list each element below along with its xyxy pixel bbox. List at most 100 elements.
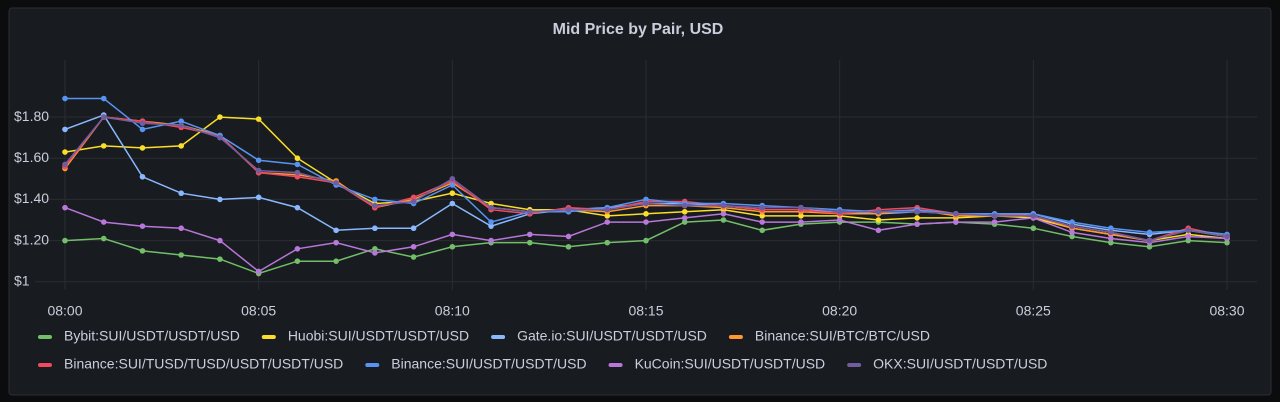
legend-label: Binance:SUI/BTC/BTC/USD bbox=[755, 328, 930, 344]
data-point bbox=[100, 143, 107, 149]
data-point bbox=[1108, 225, 1114, 232]
x-tick-label: 08:30 bbox=[1209, 303, 1244, 319]
legend-label: Huobi:SUI/USDT/USDT/USD bbox=[288, 328, 469, 344]
data-point bbox=[372, 196, 378, 203]
y-tick-label: $1.80 bbox=[14, 108, 49, 124]
data-point bbox=[410, 194, 417, 201]
data-point bbox=[604, 239, 611, 246]
data-point bbox=[527, 239, 533, 246]
data-point bbox=[255, 268, 262, 275]
data-point bbox=[681, 202, 688, 209]
data-point bbox=[1185, 227, 1192, 234]
data-point bbox=[100, 235, 107, 242]
data-point bbox=[62, 161, 68, 168]
x-tick-label: 08:00 bbox=[47, 303, 82, 319]
data-point bbox=[759, 213, 765, 219]
x-tick-label: 08:25 bbox=[1016, 303, 1051, 319]
data-point bbox=[449, 243, 456, 250]
data-point bbox=[100, 219, 107, 225]
plot bbox=[62, 95, 1230, 277]
data-point bbox=[294, 169, 301, 176]
data-point bbox=[410, 243, 417, 250]
data-point bbox=[720, 211, 727, 217]
data-point bbox=[643, 211, 649, 217]
data-point bbox=[372, 250, 378, 256]
data-point bbox=[178, 143, 184, 149]
data-point bbox=[565, 233, 572, 240]
data-point bbox=[488, 204, 494, 211]
data-point bbox=[798, 213, 804, 219]
legend-label: Binance:SUI/TUSD/TUSD/USDT/USDT/USD bbox=[64, 356, 343, 372]
data-point bbox=[178, 122, 184, 129]
data-point bbox=[488, 219, 494, 225]
legend-swatch bbox=[261, 335, 276, 339]
data-point bbox=[836, 208, 843, 215]
x-tick-label: 08:05 bbox=[241, 303, 276, 319]
legend-label: KuCoin:SUI/USDT/USDT/USD bbox=[635, 356, 826, 372]
y-tick-label: $1.20 bbox=[14, 231, 49, 247]
data-point bbox=[759, 227, 765, 234]
data-point bbox=[62, 237, 68, 244]
data-point bbox=[62, 204, 68, 211]
data-point bbox=[991, 219, 998, 225]
data-point bbox=[488, 223, 494, 229]
legend-label: Binance:SUI/USDT/USDT/USD bbox=[391, 356, 586, 372]
data-point bbox=[372, 202, 378, 209]
data-point bbox=[681, 219, 688, 225]
data-point bbox=[1069, 223, 1075, 229]
data-point bbox=[875, 227, 882, 234]
data-point bbox=[294, 204, 301, 211]
data-point bbox=[449, 231, 456, 238]
data-point bbox=[139, 120, 146, 127]
data-point bbox=[410, 198, 417, 205]
data-point bbox=[604, 213, 611, 219]
y-tick-label: $1.40 bbox=[14, 190, 49, 206]
y-tick-label: $1 bbox=[14, 272, 30, 288]
data-point bbox=[178, 252, 184, 258]
x-tick-label: 08:15 bbox=[628, 303, 663, 319]
legend-swatch bbox=[608, 363, 623, 367]
data-point bbox=[410, 254, 417, 260]
data-point bbox=[1030, 213, 1037, 219]
data-point bbox=[565, 243, 572, 250]
data-point bbox=[294, 258, 301, 264]
x-tick-label: 08:10 bbox=[435, 303, 470, 319]
data-point bbox=[991, 213, 998, 219]
data-point bbox=[527, 208, 533, 215]
data-point bbox=[449, 176, 456, 182]
data-point bbox=[178, 225, 184, 232]
data-point bbox=[333, 258, 339, 264]
legend-label: OKX:SUI/USDT/USDT/USD bbox=[873, 356, 1047, 372]
data-point bbox=[565, 206, 572, 213]
data-point bbox=[643, 237, 649, 244]
legend-label: Gate.io:SUI/USDT/USDT/USD bbox=[517, 328, 707, 344]
data-point bbox=[62, 95, 68, 102]
data-point bbox=[1108, 239, 1114, 246]
data-point bbox=[255, 157, 262, 164]
legend-swatch bbox=[491, 335, 506, 339]
data-point bbox=[217, 256, 223, 262]
data-point bbox=[643, 200, 649, 207]
data-point bbox=[178, 190, 184, 197]
data-point bbox=[798, 219, 804, 225]
data-point bbox=[139, 173, 146, 180]
data-point bbox=[1069, 219, 1075, 225]
data-point bbox=[953, 211, 959, 217]
data-point bbox=[100, 95, 107, 102]
data-point bbox=[449, 200, 456, 207]
data-point bbox=[875, 217, 882, 223]
data-point bbox=[1146, 243, 1153, 250]
data-point bbox=[953, 219, 959, 225]
data-point bbox=[217, 114, 223, 120]
data-point bbox=[139, 126, 146, 133]
data-point bbox=[1185, 233, 1192, 240]
legend-swatch bbox=[38, 335, 52, 339]
data-point bbox=[681, 215, 688, 221]
data-point bbox=[178, 118, 184, 124]
data-point bbox=[255, 167, 262, 174]
data-point bbox=[720, 217, 727, 223]
data-point bbox=[139, 248, 146, 254]
y-tick-label: $1.60 bbox=[14, 149, 49, 165]
